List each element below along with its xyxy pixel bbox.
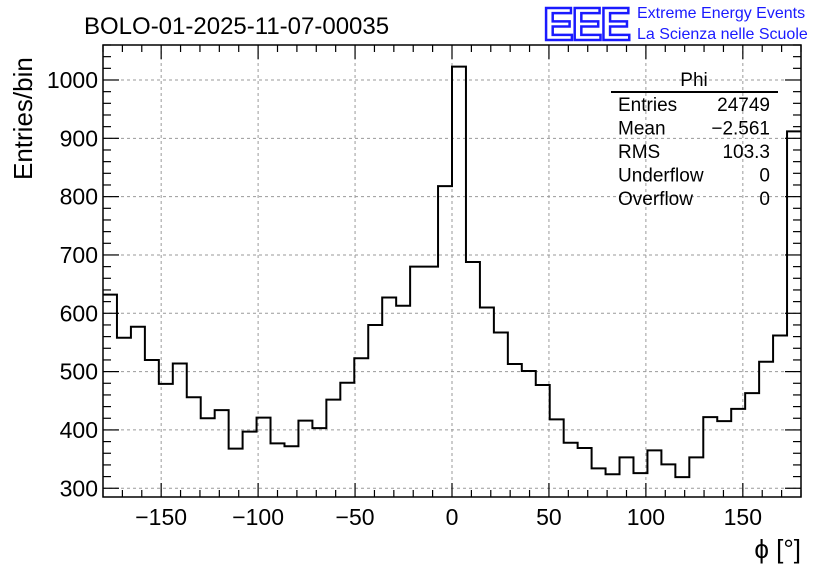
y-tick-label-5: 800: [60, 184, 98, 210]
eee-logo: EEE: [543, 0, 629, 50]
y-tick-labels: 300 400 500 600 700 800 900 1000: [47, 67, 98, 501]
x-tick-labels: −150 −100 −50 0 50 100 150: [135, 504, 762, 530]
x-axis-title: ϕ [°]: [754, 534, 801, 564]
x-tick-label-5: 100: [627, 504, 665, 530]
stats-value-overflow: 0: [759, 189, 770, 210]
stats-label-entries: Entries: [618, 95, 677, 116]
y-tick-label-4: 700: [60, 242, 98, 268]
x-tick-label-1: −100: [232, 504, 284, 530]
stats-value-entries: 24749: [717, 95, 770, 116]
y-tick-label-3: 600: [60, 300, 98, 326]
y-tick-label-1: 400: [60, 417, 98, 443]
stats-label-rms: RMS: [618, 142, 660, 163]
axis-ticks: [102, 44, 802, 497]
chart-title: BOLO-01-2025-11-07-00035: [84, 13, 389, 40]
histogram-line: [103, 65, 801, 479]
stats-box: Phi Entries 24749 Mean −2.561 RMS 103.3 Underf…: [611, 70, 778, 210]
stats-label-overflow: Overflow: [618, 189, 693, 210]
stats-label-mean: Mean: [618, 119, 666, 140]
x-tick-label-3: 0: [446, 504, 459, 530]
brand-line-2: La Scienza nelle Scuole: [637, 26, 808, 43]
x-tick-label-4: 50: [536, 504, 562, 530]
x-tick-label-0: −150: [135, 504, 187, 530]
y-tick-label-7: 1000: [47, 67, 98, 93]
stats-value-underflow: 0: [759, 166, 770, 187]
stats-value-mean: −2.561: [711, 119, 770, 140]
x-tick-label-6: 150: [724, 504, 762, 530]
y-tick-label-0: 300: [60, 475, 98, 501]
stats-title: Phi: [680, 70, 707, 91]
stats-label-underflow: Underflow: [618, 166, 704, 187]
y-tick-label-2: 500: [60, 359, 98, 385]
y-axis-title: Entries/bin: [8, 57, 38, 180]
x-tick-label-2: −50: [336, 504, 375, 530]
stats-value-rms: 103.3: [722, 142, 770, 163]
y-tick-label-6: 900: [60, 125, 98, 151]
brand-line-1: Extreme Energy Events: [637, 5, 805, 22]
